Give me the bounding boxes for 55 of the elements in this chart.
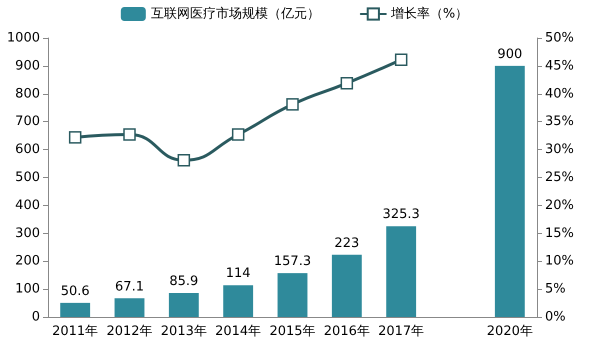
x-tick-label: 2016年 — [324, 324, 370, 339]
bar — [278, 273, 308, 317]
x-tick-label: 2011年 — [52, 324, 98, 339]
data-label: 114 — [226, 266, 251, 282]
bar — [223, 285, 254, 317]
data-label: 157.3 — [274, 254, 312, 270]
point — [394, 54, 408, 66]
y-tick-label: 700 — [15, 114, 40, 130]
y2-tick-label: 10% — [545, 254, 574, 269]
y-tick-label: 100 — [15, 282, 40, 297]
y-tick-label: 800 — [15, 86, 40, 102]
bar — [114, 298, 144, 317]
point — [286, 98, 299, 111]
x-tick-label: 2020年 — [486, 324, 533, 339]
data-label: 325.3 — [382, 207, 420, 222]
bar — [60, 302, 90, 317]
bar — [332, 254, 362, 317]
point — [68, 131, 82, 144]
y2-tick-label: 40% — [545, 86, 574, 102]
y2-tick-label: 0% — [545, 310, 566, 324]
legend-label: 互联网医疗市场规模（亿元） — [150, 6, 320, 22]
data-label: 223 — [334, 236, 360, 251]
y-tick-label: 200 — [15, 254, 40, 269]
x-tick-label: 2014年 — [215, 324, 262, 339]
y-tick-label: 1000 — [6, 30, 40, 46]
bar — [494, 66, 525, 317]
data-label: 50.6 — [60, 284, 90, 299]
y2-tick-label: 45% — [545, 58, 574, 74]
x-tick-label: 2012年 — [106, 324, 153, 339]
bar — [168, 293, 199, 317]
point — [178, 154, 190, 166]
x-tick-label: 2017年 — [378, 324, 424, 339]
data-label: 67.1 — [115, 279, 144, 294]
y-tick-label: 500 — [15, 170, 40, 185]
y2-tick-label: 35% — [545, 114, 574, 130]
y2-tick-label: 50% — [545, 30, 574, 46]
y-tick-label: 400 — [15, 198, 40, 213]
point — [340, 76, 354, 90]
y2-tick-label: 15% — [545, 226, 574, 241]
bar — [386, 226, 416, 317]
data-label: 85.9 — [169, 274, 198, 290]
y2-tick-label: 30% — [545, 142, 574, 158]
x-tick-label: 2013年 — [160, 324, 207, 339]
y-tick-label: 600 — [15, 142, 40, 158]
y2-tick-label: 20% — [545, 198, 574, 213]
point — [232, 128, 244, 141]
x-tick-label: 2015年 — [269, 324, 316, 339]
y-tick-label: 300 — [15, 226, 40, 241]
y2-tick-label: 5% — [545, 282, 566, 297]
point — [123, 128, 136, 141]
y2-tick-label: 25% — [545, 170, 574, 185]
y-tick-label: 0 — [32, 310, 40, 324]
y-tick-label: 900 — [15, 58, 40, 74]
legend-label: 增长率（%） — [390, 6, 468, 22]
data-label: 900 — [497, 46, 522, 62]
